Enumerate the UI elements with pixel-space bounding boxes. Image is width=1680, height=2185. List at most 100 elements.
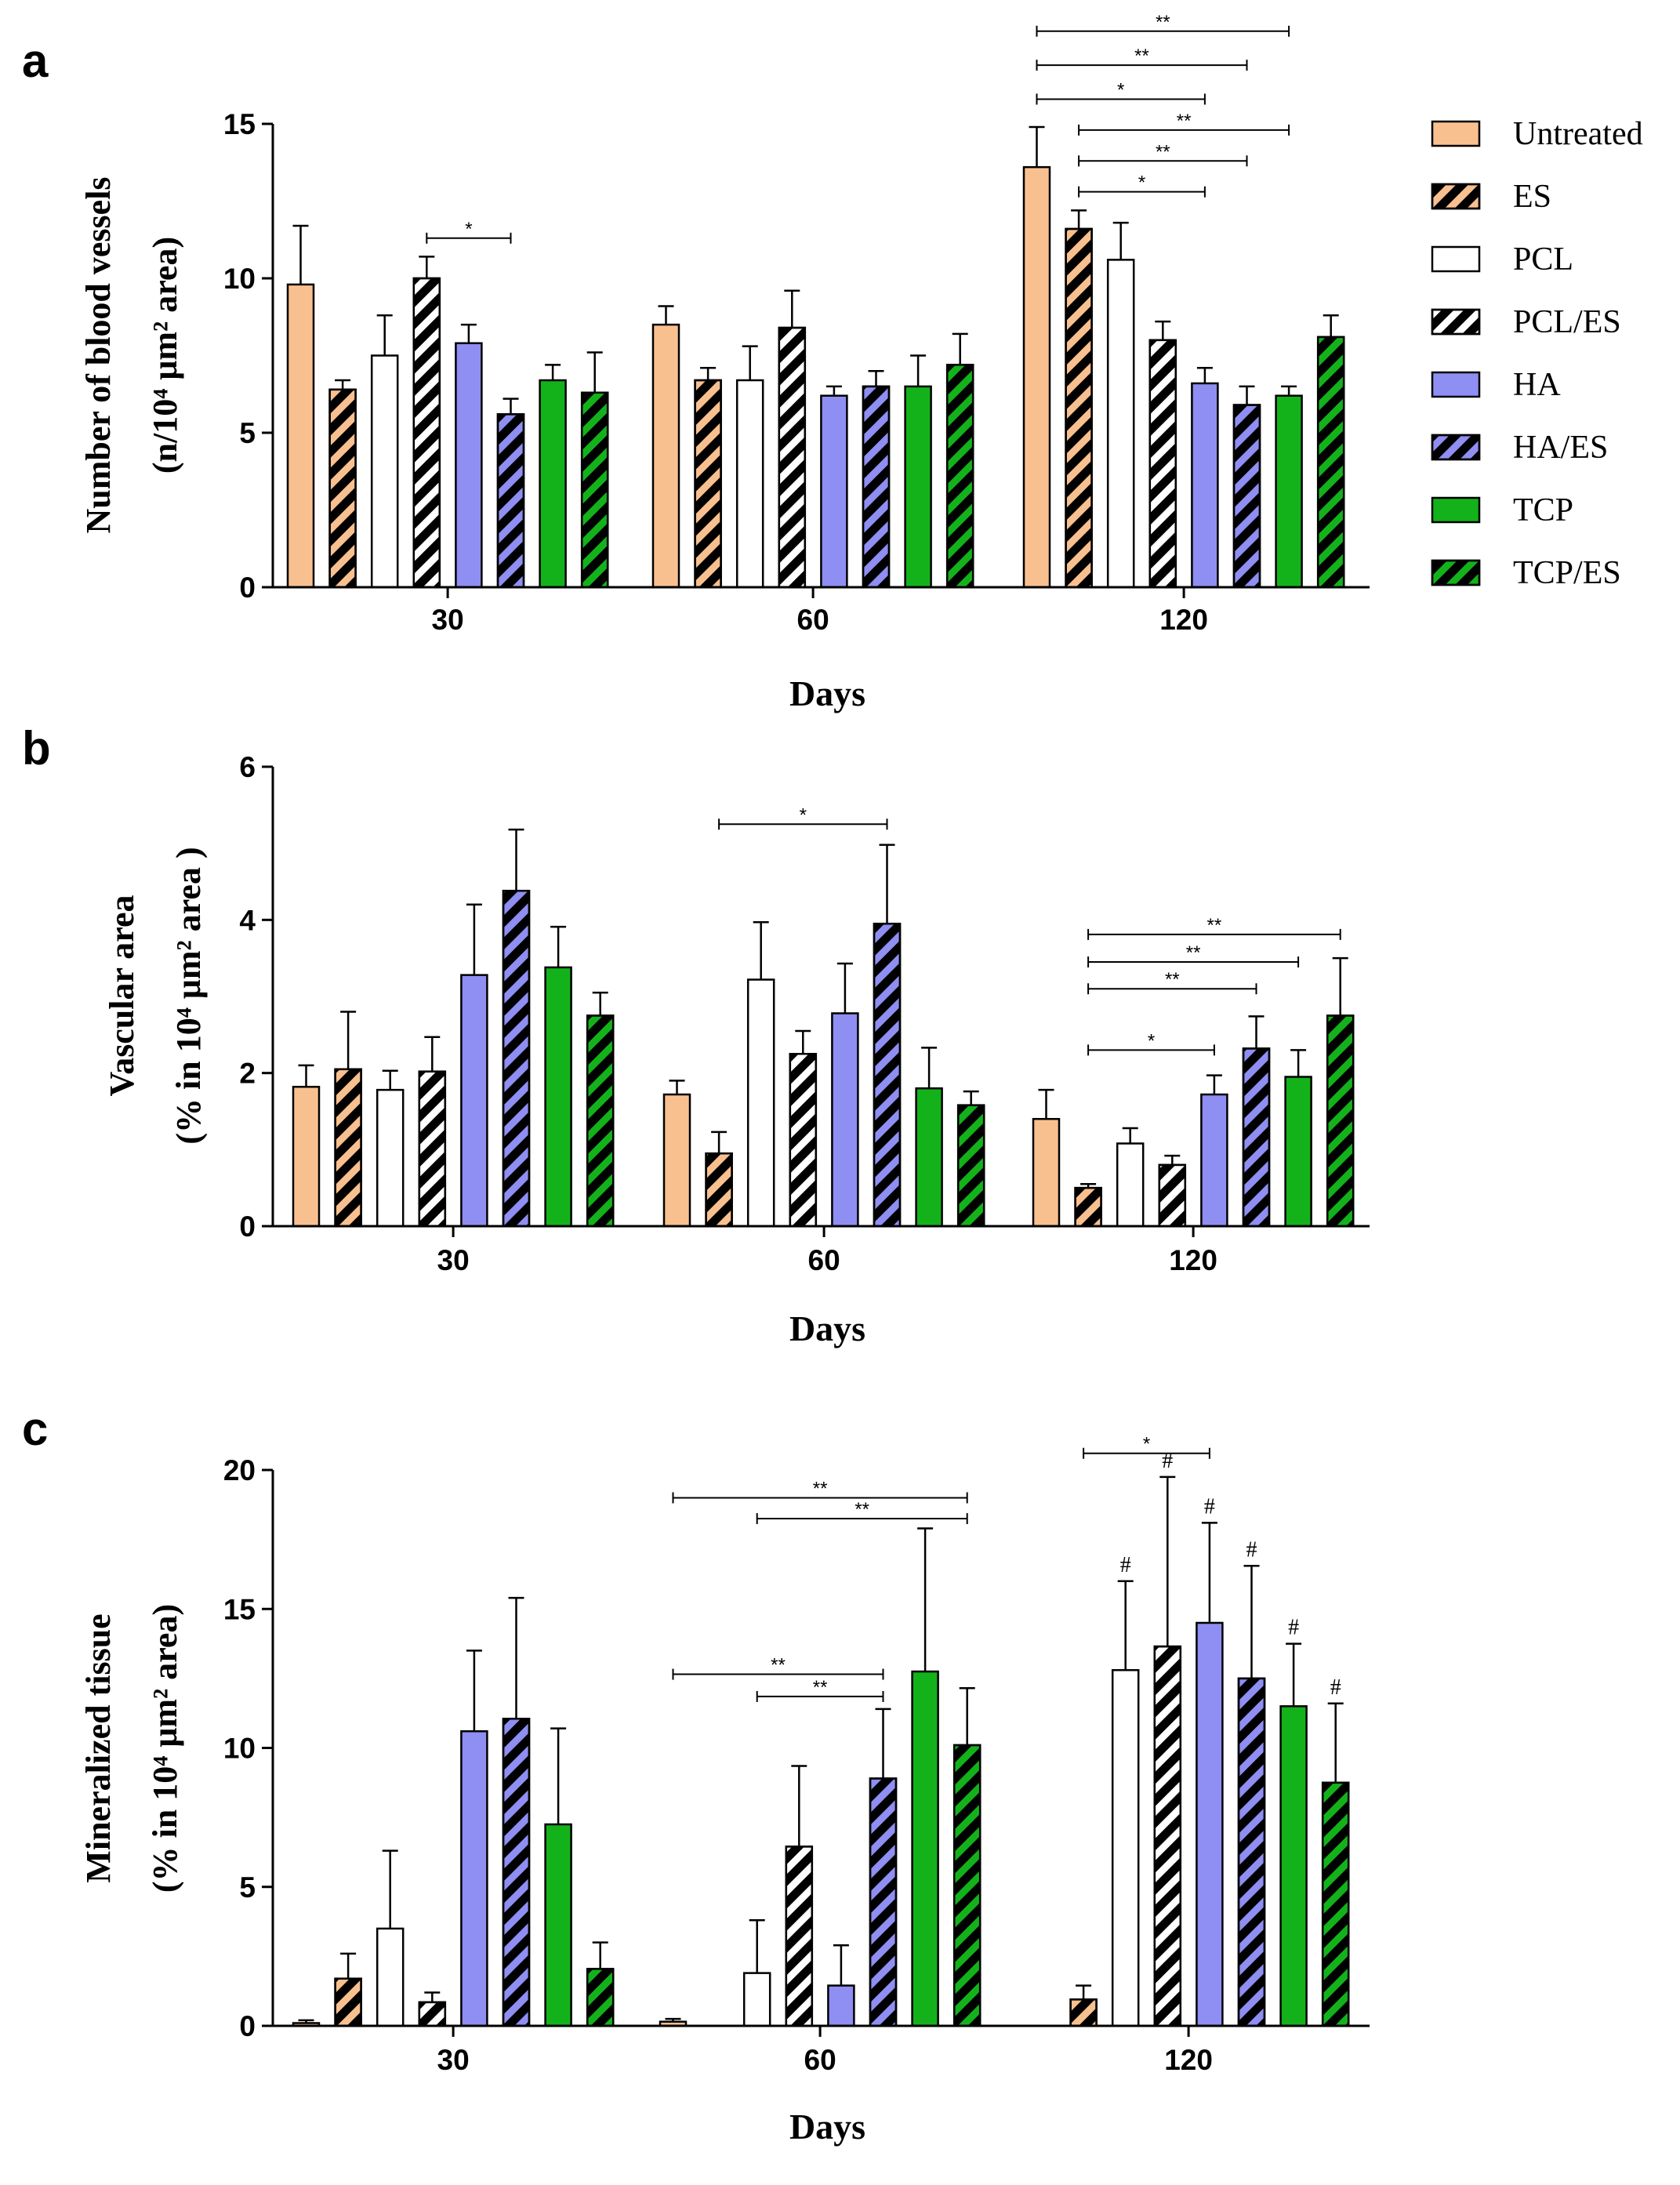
bar-hatch [412, 277, 441, 589]
legend-swatch-hatch [1431, 434, 1481, 461]
hash-annotation: # [1288, 1616, 1299, 1640]
bar [1111, 1668, 1140, 2027]
hash-annotation: # [1204, 1494, 1215, 1519]
y-tick-label: 15 [223, 1593, 256, 1625]
bar [1022, 165, 1051, 589]
bar-hatch [705, 1152, 733, 1228]
bar-hatch [1232, 404, 1261, 589]
bar-hatch [956, 1104, 985, 1228]
bar-hatch [873, 922, 902, 1228]
legend-label: TCP/ES [1513, 555, 1621, 591]
bar-hatch [1065, 227, 1093, 589]
hash-annotation: # [1120, 1553, 1131, 1577]
significance-label: ** [1134, 45, 1149, 67]
legend-swatch [1431, 245, 1481, 273]
y-tick-label: 5 [239, 417, 256, 449]
bar [376, 1927, 405, 2027]
bar-hatch [1153, 1645, 1182, 2027]
y-tick-label: 5 [239, 1871, 256, 1904]
bar-hatch [785, 1846, 814, 2027]
y-axis-label: Vascular area [103, 895, 141, 1096]
x-tick-label: 60 [808, 1244, 840, 1276]
bar [376, 1088, 405, 1228]
bar-hatch [789, 1053, 818, 1228]
hash-annotation: # [1162, 1449, 1173, 1473]
significance-label: * [800, 804, 807, 826]
x-axis-label: Days [789, 673, 865, 713]
bar-hatch [1321, 1781, 1350, 2027]
bar [662, 1093, 691, 1228]
bar [1196, 1621, 1224, 2027]
x-tick-label: 30 [432, 604, 464, 636]
significance-label: ** [771, 1655, 786, 1676]
significance-label: ** [1207, 915, 1222, 936]
legend: Untreated ES PCL PCL/ES HA HA/ES TCP TCP/ES [1431, 116, 1643, 591]
bar-hatch [586, 1968, 615, 2027]
bar-hatch [496, 413, 525, 589]
bar-hatch [580, 391, 609, 589]
bar-hatch [694, 379, 722, 589]
bar-hatch [1316, 336, 1345, 589]
bar [1032, 1118, 1061, 1228]
legend-label: HA [1513, 367, 1561, 403]
y-axis-label: Mineralized tissue [79, 1613, 118, 1882]
bar [904, 385, 932, 589]
y-tick-label: 10 [223, 263, 256, 295]
x-tick-label: 120 [1159, 604, 1208, 636]
bar [911, 1670, 939, 2027]
legend-swatch-hatch [1431, 183, 1481, 210]
bar-hatch [945, 364, 974, 589]
bar [292, 1085, 321, 1228]
significance-label: ** [1165, 969, 1180, 990]
bar-hatch [1074, 1186, 1102, 1228]
bar [455, 342, 483, 589]
bar [742, 1972, 771, 2027]
bar-hatch [334, 1068, 362, 1228]
bar [827, 1984, 855, 2027]
panel-a-blood-vessels-chart: a Number of blood vessels (n/10⁴ μm² area)… [22, 12, 1370, 713]
x-axis-label: Days [789, 2107, 865, 2147]
x-tick-label: 120 [1164, 2044, 1213, 2076]
panel-letter: c [22, 1403, 48, 1455]
bar [460, 974, 488, 1228]
bar-hatch [418, 1070, 447, 1228]
x-tick-label: 120 [1169, 1244, 1217, 1276]
legend-label: ES [1513, 179, 1551, 215]
bar-hatch [952, 1744, 982, 2027]
bar [746, 978, 775, 1228]
bar [370, 354, 399, 589]
bar [1200, 1093, 1228, 1228]
panel-c-mineralized-tissue-chart: c Mineralized tissue (% in 10⁴ μm² area) 0 5… [22, 1403, 1370, 2147]
significance-label: * [465, 219, 472, 240]
significance-label: ** [1186, 942, 1201, 964]
bar [544, 966, 572, 1228]
bar [820, 394, 848, 589]
bar-hatch [502, 1718, 531, 2027]
bar [735, 379, 764, 589]
legend-label: Untreated [1513, 116, 1643, 152]
x-tick-label: 30 [437, 2044, 470, 2076]
y-tick-label: 20 [223, 1454, 256, 1486]
legend-label: TCP [1513, 492, 1573, 528]
bar [1191, 382, 1219, 589]
bar [539, 379, 567, 589]
bar [1284, 1076, 1312, 1228]
y-tick-label: 0 [239, 2010, 256, 2042]
bar-hatch [502, 889, 531, 1228]
panel-b-vascular-area-chart: b Vascular area (% in 10⁴ μm² area ) 0 2 4 6 30… [22, 722, 1370, 1348]
bar-hatch [1242, 1047, 1271, 1228]
bar [544, 1823, 572, 2027]
legend-label: PCL/ES [1513, 304, 1621, 340]
bar-hatch [1158, 1163, 1187, 1228]
x-tick-label: 60 [804, 2044, 836, 2076]
bar [286, 283, 315, 589]
y-tick-label: 10 [223, 1733, 256, 1765]
significance-label: ** [1177, 111, 1192, 132]
bar-hatch [1326, 1014, 1355, 1228]
significance-label: ** [813, 1478, 828, 1499]
x-axis-label: Days [789, 1308, 865, 1348]
significance-label: * [1117, 79, 1124, 100]
y-tick-label: 6 [239, 751, 256, 783]
legend-swatch-hatch [1431, 308, 1481, 336]
